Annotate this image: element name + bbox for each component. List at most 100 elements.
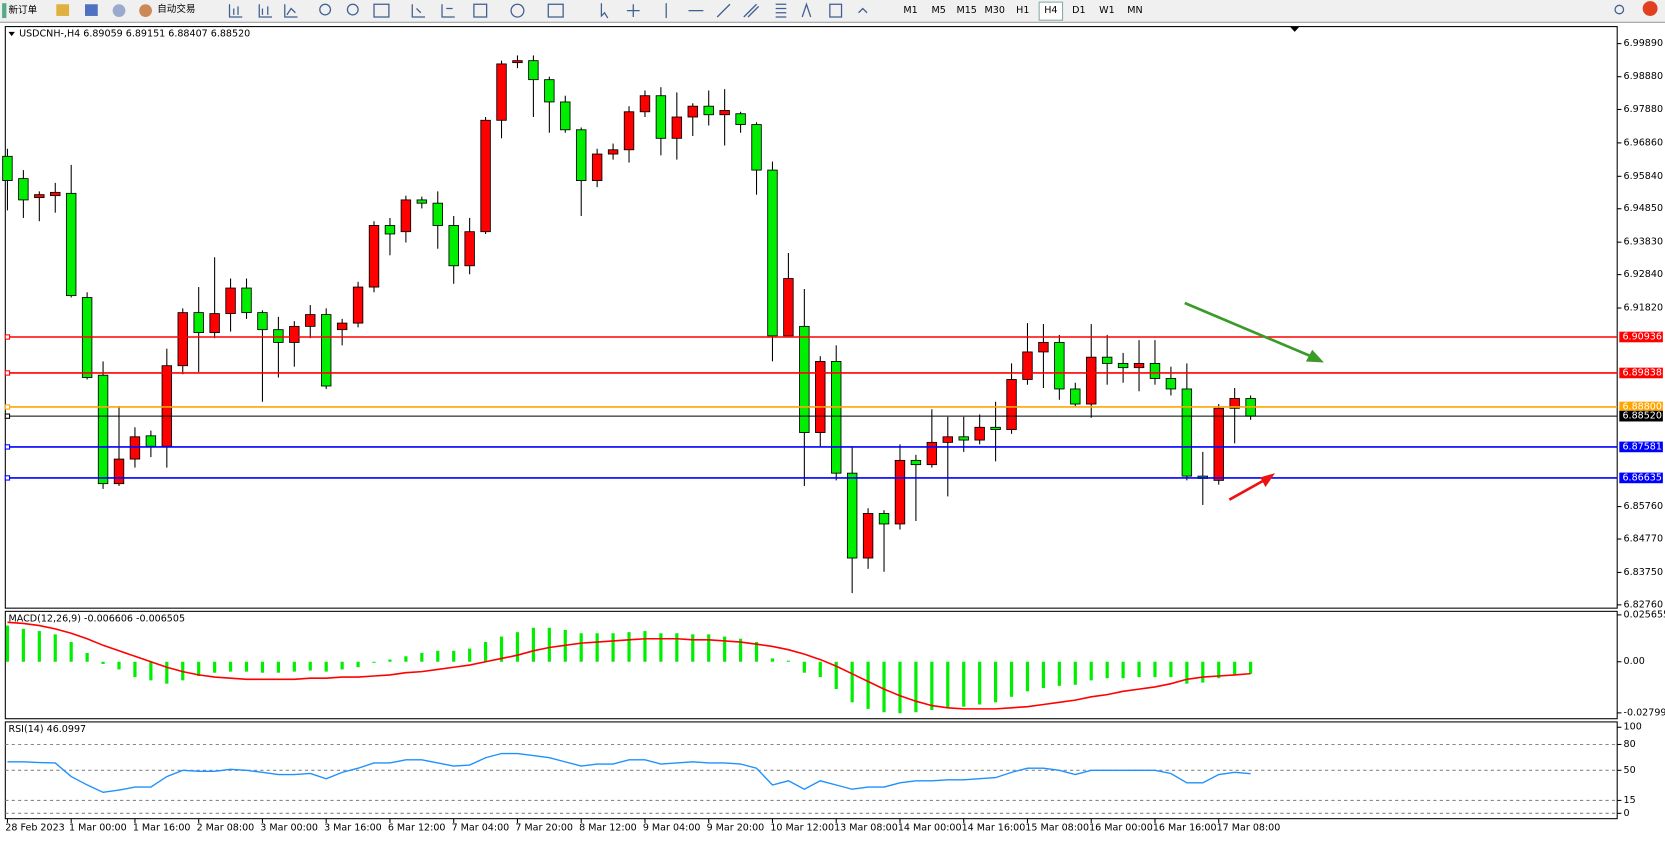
x-tick-label: 9 Mar 04:00 bbox=[643, 823, 701, 834]
level-label-box bbox=[1619, 331, 1663, 343]
candle-body bbox=[1022, 351, 1033, 380]
bar-chart-icon[interactable] bbox=[228, 4, 243, 18]
candle-body bbox=[958, 436, 969, 441]
label-icon[interactable] bbox=[829, 3, 843, 18]
candle-body bbox=[719, 110, 730, 116]
candle-body bbox=[34, 194, 45, 199]
macd-bar bbox=[1041, 661, 1046, 689]
level-label: 6.86635 bbox=[1622, 472, 1661, 483]
macd-bar bbox=[5, 625, 10, 662]
timeframe-button[interactable]: M30 bbox=[985, 5, 1005, 16]
search-icon[interactable] bbox=[1614, 4, 1625, 15]
candle-body bbox=[416, 199, 428, 204]
macd-bar bbox=[1089, 661, 1093, 681]
level-label: 6.88800 bbox=[1622, 401, 1661, 412]
macd-bar bbox=[738, 638, 743, 662]
x-tick-label: 1 Mar 00:00 bbox=[69, 823, 127, 834]
template-icon[interactable] bbox=[547, 3, 564, 18]
macd-bar bbox=[1137, 661, 1141, 678]
macd-bar bbox=[1233, 661, 1237, 675]
candle-body bbox=[687, 105, 698, 118]
timeframe-button[interactable]: MN bbox=[1127, 5, 1142, 16]
candle-body bbox=[1165, 378, 1177, 390]
period-icon[interactable] bbox=[510, 3, 525, 18]
y-tick-label: 6.85760 bbox=[1624, 501, 1663, 512]
channel-icon[interactable] bbox=[743, 3, 760, 18]
toolbar-icon[interactable] bbox=[56, 4, 70, 16]
macd-bar bbox=[515, 632, 520, 662]
macd-bar bbox=[643, 631, 647, 662]
macd-bar bbox=[1121, 661, 1125, 679]
candle-icon[interactable] bbox=[258, 4, 273, 18]
annotations bbox=[1184, 301, 1324, 501]
text-icon[interactable] bbox=[801, 2, 812, 18]
y-tick-label: 50 bbox=[1624, 765, 1636, 776]
candle-body bbox=[384, 225, 396, 235]
timeframe-button[interactable]: H1 bbox=[1016, 5, 1029, 16]
timeframe-button[interactable]: D1 bbox=[1072, 5, 1085, 16]
timeframe-button[interactable]: M15 bbox=[957, 5, 977, 16]
y-tick-label: 6.95840 bbox=[1624, 171, 1663, 182]
macd-bar bbox=[675, 633, 679, 662]
macd-bar bbox=[483, 642, 488, 662]
timeframe-button[interactable]: M5 bbox=[931, 5, 945, 16]
candle-body bbox=[512, 60, 523, 64]
candle-body bbox=[352, 286, 364, 324]
crosshair-icon[interactable] bbox=[626, 4, 640, 18]
macd-bar bbox=[324, 661, 328, 672]
toolbar-icon[interactable] bbox=[85, 4, 98, 16]
active-timeframe bbox=[1038, 1, 1064, 21]
macd-bar bbox=[914, 661, 918, 713]
line-icon[interactable] bbox=[284, 4, 298, 18]
shift-icon[interactable] bbox=[441, 4, 455, 18]
candle-body bbox=[1117, 362, 1129, 369]
macd-bar bbox=[165, 661, 169, 684]
timeframes: M1 M5 M15 M30 H1 H4 D1 W1 MN bbox=[903, 5, 1142, 16]
macd-bar bbox=[101, 661, 105, 664]
candle-body bbox=[1181, 388, 1193, 477]
macd-bar bbox=[930, 661, 934, 710]
toolbar-icons bbox=[228, 2, 1625, 19]
fibo-icon[interactable] bbox=[775, 3, 787, 18]
candle-body bbox=[1054, 342, 1065, 390]
symbol-menu-marker bbox=[8, 31, 15, 37]
macd-bar bbox=[388, 659, 392, 662]
zoom-in-icon[interactable] bbox=[319, 3, 332, 16]
candle-body bbox=[241, 287, 252, 314]
indicator-icon[interactable] bbox=[473, 3, 488, 18]
new-order-button[interactable]: 新订单 bbox=[9, 4, 38, 16]
auto-trading-icon[interactable] bbox=[139, 4, 152, 18]
cursor-icon[interactable] bbox=[600, 3, 609, 19]
level-handle bbox=[4, 444, 11, 450]
timeframe-button[interactable]: M1 bbox=[903, 5, 917, 16]
toolbar-icon[interactable] bbox=[112, 4, 126, 18]
x-tick-label: 1 Mar 16:00 bbox=[133, 823, 191, 834]
candle-body bbox=[65, 192, 77, 297]
macd-bar bbox=[133, 661, 137, 678]
plot-layer: 6.99890 6.98880 6.97880 6.96860 6.95840 6.948… bbox=[2, 38, 1665, 834]
x-tick-label: 7 Mar 04:00 bbox=[452, 823, 510, 834]
candle-body bbox=[1149, 362, 1161, 379]
timeframe-button[interactable]: H4 bbox=[1044, 5, 1057, 16]
level-label: 6.90936 bbox=[1622, 331, 1661, 342]
level-label-box bbox=[1619, 367, 1663, 379]
macd-bar bbox=[420, 652, 424, 662]
y-tick-label: 15 bbox=[1624, 795, 1636, 806]
scroll-icon[interactable] bbox=[411, 4, 426, 18]
tile-icon[interactable] bbox=[373, 3, 390, 18]
notification-badge[interactable] bbox=[1642, 1, 1658, 16]
trendline-icon[interactable] bbox=[716, 3, 731, 18]
timeframe-button[interactable]: W1 bbox=[1099, 5, 1115, 16]
x-tick-label: 14 Mar 00:00 bbox=[898, 823, 962, 834]
auto-trading-button[interactable]: 自动交易 bbox=[157, 3, 195, 15]
macd-bar bbox=[659, 633, 663, 662]
candle-body bbox=[878, 513, 890, 525]
arrow-icon[interactable] bbox=[858, 7, 868, 14]
new-order-icon[interactable] bbox=[2, 3, 7, 19]
shift-marker bbox=[1289, 26, 1300, 32]
zoom-out-icon[interactable] bbox=[346, 3, 359, 16]
macd-bar bbox=[1009, 661, 1014, 697]
y-tick-label: 6.99890 bbox=[1624, 38, 1663, 49]
macd-bar bbox=[213, 661, 217, 673]
x-tick-label: 13 Mar 08:00 bbox=[834, 823, 898, 834]
